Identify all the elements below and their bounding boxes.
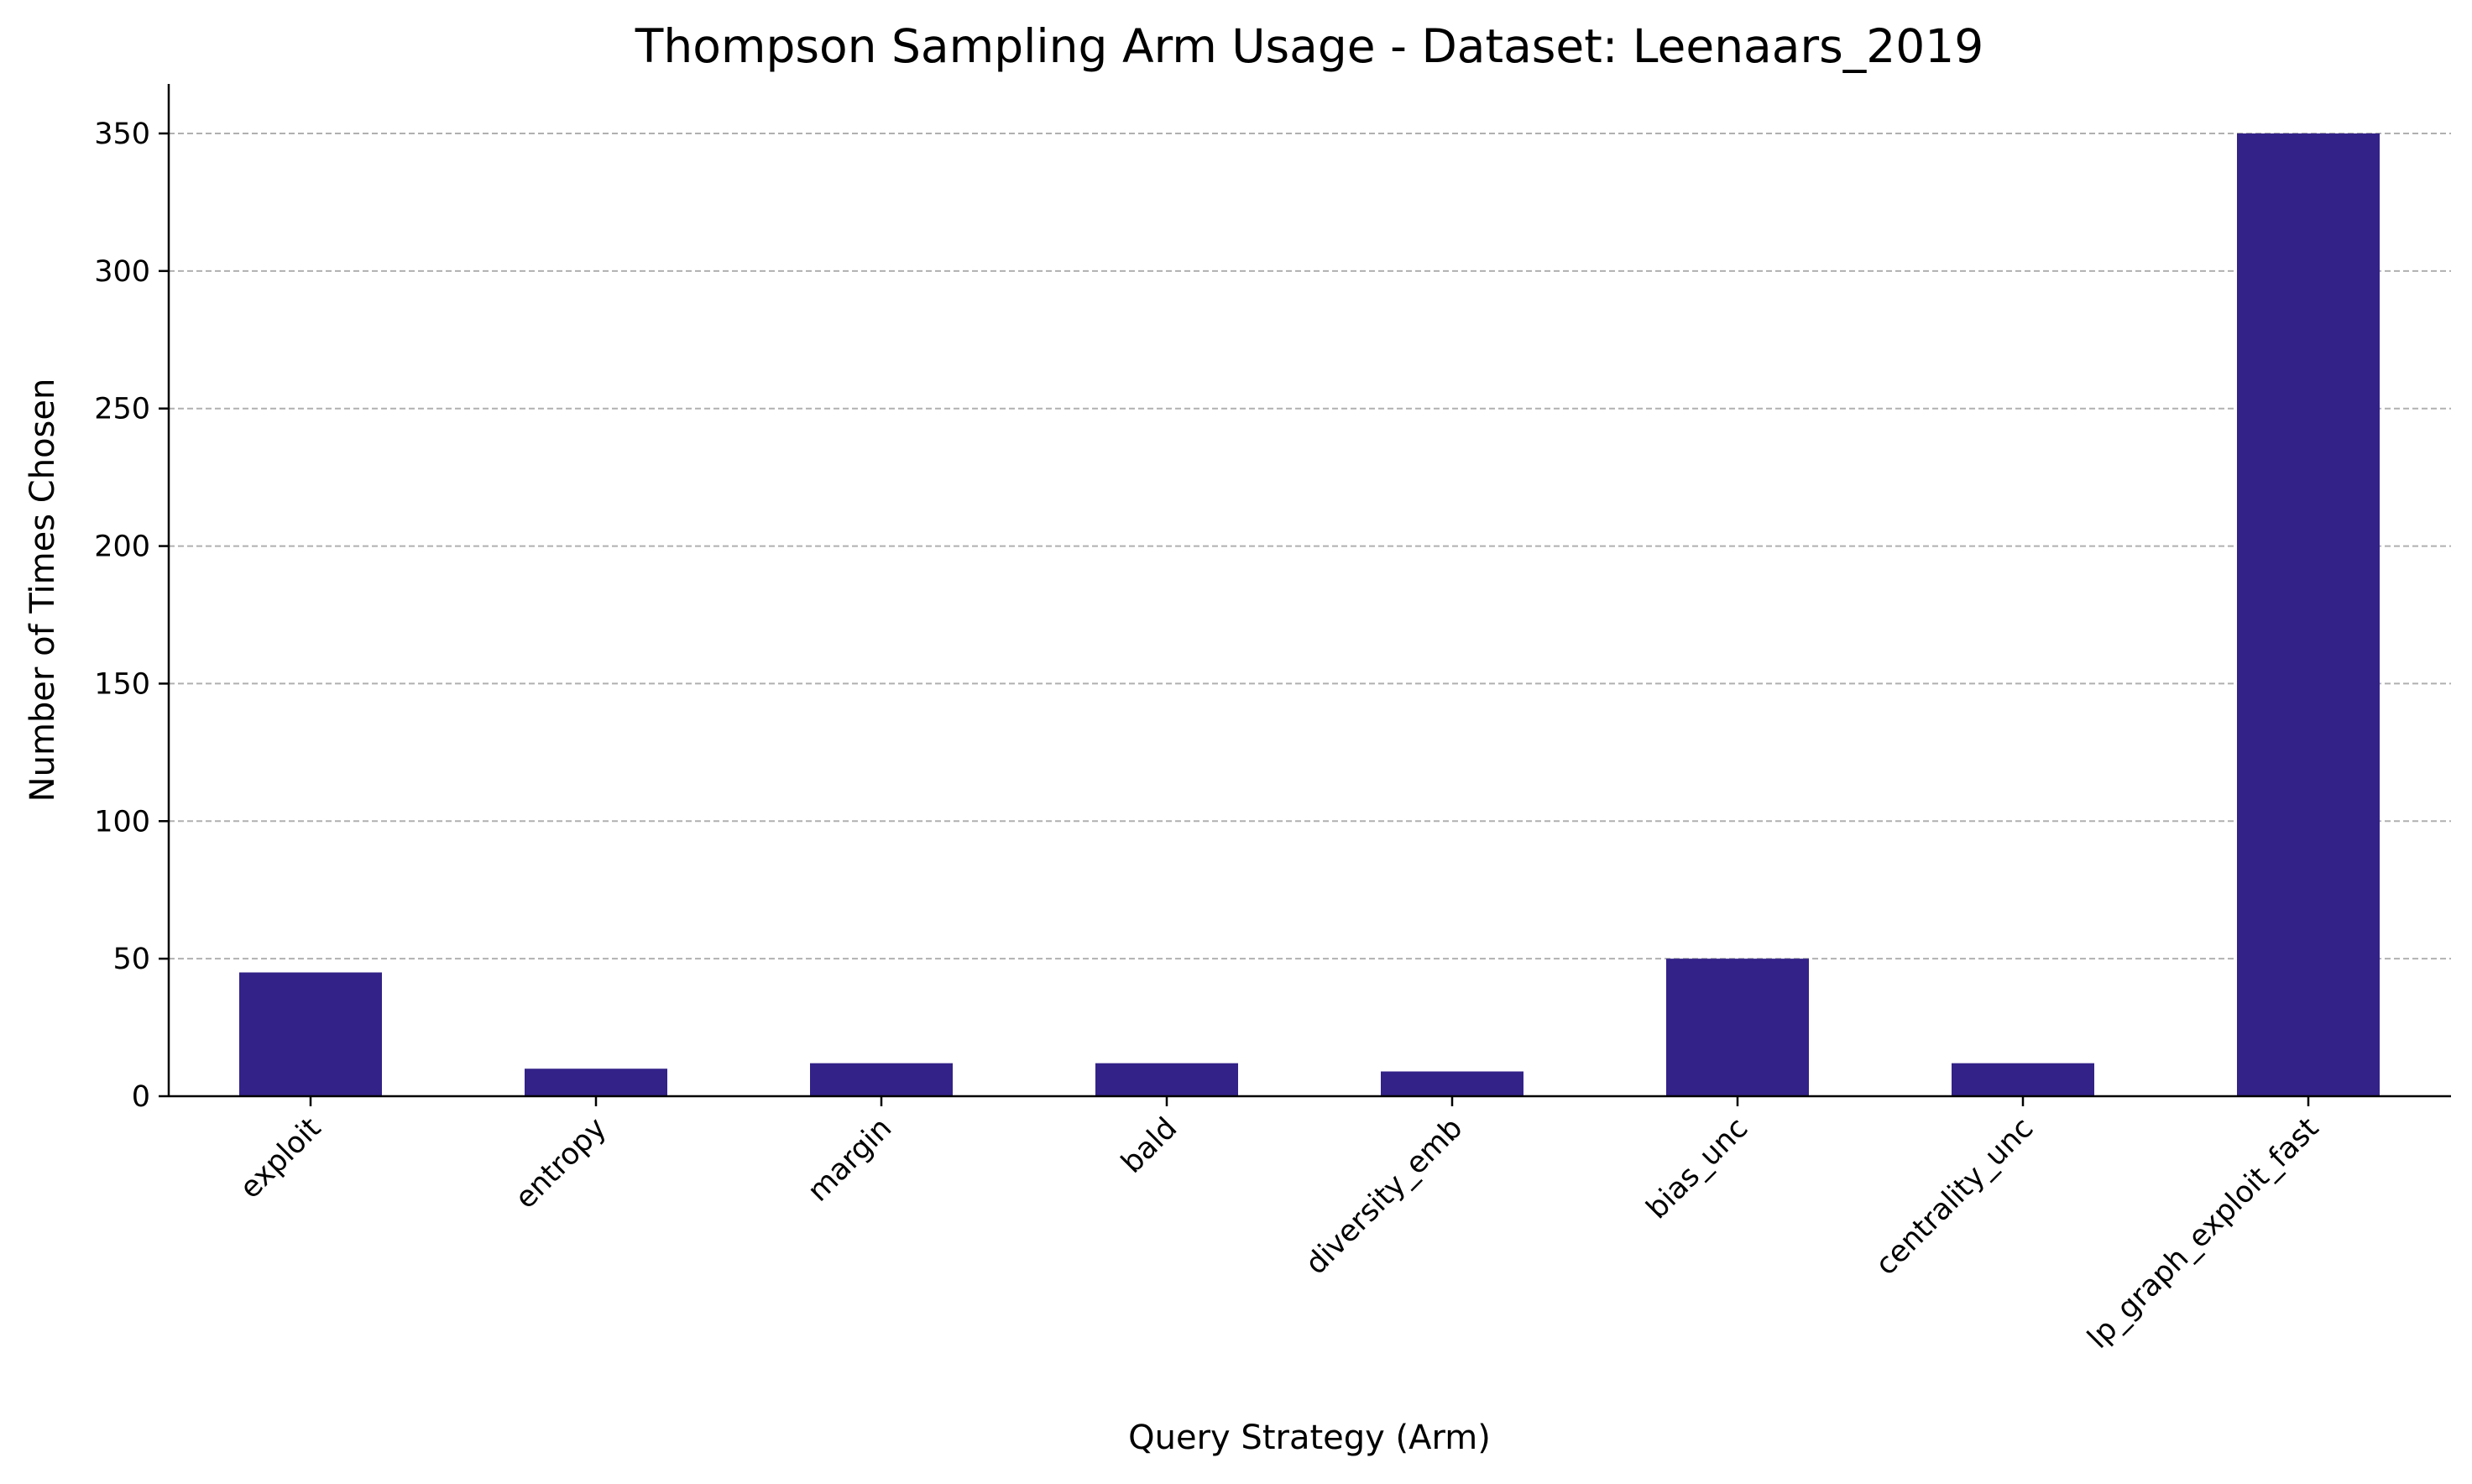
bars xyxy=(239,133,2380,1096)
bar-margin xyxy=(810,1063,953,1096)
y-tick-label: 200 xyxy=(94,530,150,564)
chart-title: Thompson Sampling Arm Usage - Dataset: L… xyxy=(635,19,1983,73)
y-tick-label: 50 xyxy=(112,943,150,976)
bar-centrality-unc xyxy=(1952,1063,2094,1096)
y-tick-label: 150 xyxy=(94,667,150,701)
gridlines xyxy=(169,132,2451,960)
bar-bald xyxy=(1095,1063,1238,1096)
y-ticks: 0 50 100 150 200 250 300 350 xyxy=(94,118,169,1114)
y-tick-label: 350 xyxy=(94,118,150,151)
bar-diversity-emb xyxy=(1381,1071,1523,1096)
y-tick-label: 300 xyxy=(94,255,150,289)
bar-lp-graph-exploit-fast xyxy=(2237,133,2380,1096)
bar-entropy xyxy=(525,1069,667,1096)
y-axis-label: Number of Times Chosen xyxy=(24,379,62,802)
y-tick-label: 250 xyxy=(94,393,150,426)
bar-exploit xyxy=(239,972,382,1096)
y-tick-label: 100 xyxy=(94,805,150,839)
x-axis-label: Query Strategy (Arm) xyxy=(1128,1419,1491,1457)
y-tick-label: 0 xyxy=(132,1080,150,1114)
bar-bias-unc xyxy=(1666,959,1809,1096)
